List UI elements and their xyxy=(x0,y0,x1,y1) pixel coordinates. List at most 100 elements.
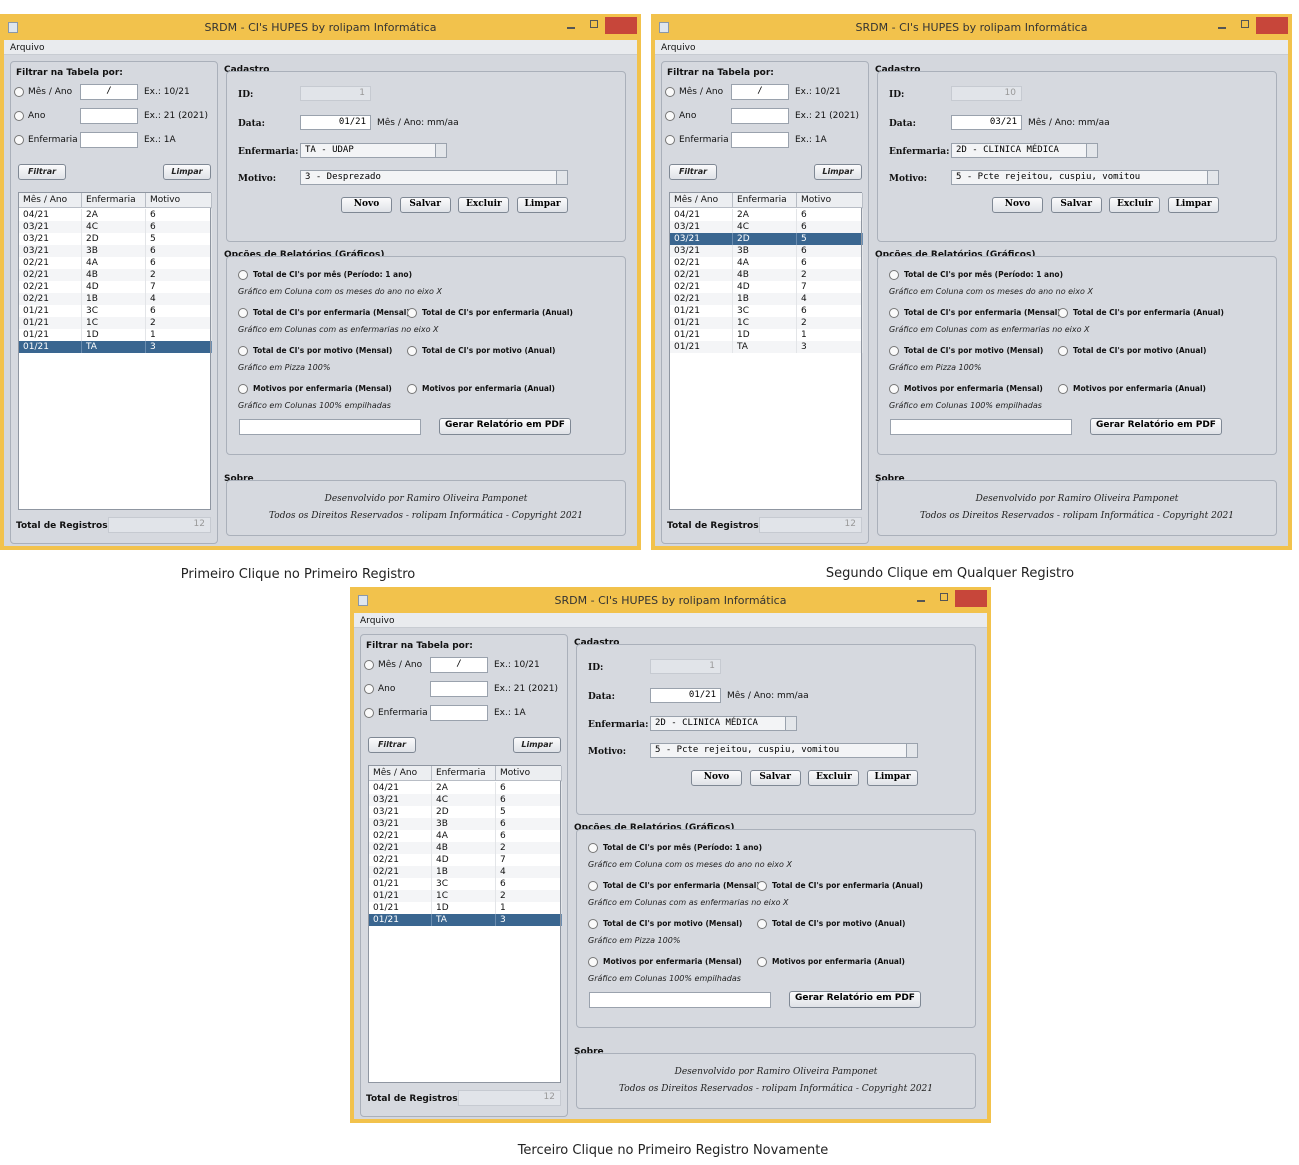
filter-radio[interactable] xyxy=(665,111,675,121)
table-cell[interactable]: 03/21 xyxy=(670,221,733,233)
table-cell[interactable]: 01/21 xyxy=(369,878,432,890)
filter-button[interactable]: Filtrar xyxy=(18,164,66,180)
table-cell[interactable]: 02/21 xyxy=(670,281,733,293)
table-row[interactable]: 02/21 4D 7 xyxy=(369,854,562,866)
enfermaria-combo[interactable]: 2D - CLINICA MÉDICA xyxy=(650,716,797,731)
table-cell[interactable]: 6 xyxy=(496,830,562,842)
table-cell[interactable]: 2A xyxy=(82,209,146,221)
action-button[interactable]: Salvar xyxy=(399,197,451,213)
table-row[interactable]: 01/21 1C 2 xyxy=(19,317,212,329)
table-cell[interactable]: 4D xyxy=(733,281,797,293)
report-option[interactable]: Total de CI's por mês (Período: 1 ano) xyxy=(904,270,1064,279)
filter-option[interactable]: Ano xyxy=(28,111,46,121)
filter-input[interactable]: / xyxy=(80,84,138,100)
table-row[interactable]: 02/21 4D 7 xyxy=(19,281,212,293)
filter-input[interactable]: / xyxy=(731,84,789,100)
table-cell[interactable]: 04/21 xyxy=(369,782,432,794)
table-row[interactable]: 03/21 2D 5 xyxy=(369,806,562,818)
motivo-combo[interactable]: 5 - Pcte rejeitou, cuspiu, vomitou xyxy=(951,170,1219,185)
table-cell[interactable]: 6 xyxy=(496,794,562,806)
table-cell[interactable]: 3 xyxy=(146,341,212,353)
table-cell[interactable]: 2D xyxy=(733,233,797,245)
minimize-button[interactable] xyxy=(567,19,575,29)
table-cell[interactable]: 1C xyxy=(82,317,146,329)
table-cell[interactable]: 3C xyxy=(82,305,146,317)
table-row[interactable]: 01/21 3C 6 xyxy=(19,305,212,317)
filter-button[interactable]: Filtrar xyxy=(368,737,416,753)
filter-radio[interactable] xyxy=(14,135,24,145)
report-radio[interactable] xyxy=(238,270,248,280)
report-radio[interactable] xyxy=(757,919,767,929)
table-cell[interactable]: 4B xyxy=(82,269,146,281)
menu-item[interactable]: Arquivo xyxy=(360,616,395,626)
report-option[interactable]: Motivos por enfermaria (Mensal) xyxy=(904,384,1043,393)
table-cell[interactable]: 1B xyxy=(432,866,496,878)
filter-option[interactable]: Mês / Ano xyxy=(679,87,724,97)
table-row[interactable]: 02/21 1B 4 xyxy=(19,293,212,305)
report-radio[interactable] xyxy=(407,384,417,394)
report-option[interactable]: Motivos por enfermaria (Anual) xyxy=(422,384,555,393)
table-cell[interactable]: 3C xyxy=(733,305,797,317)
clear-filter-button[interactable]: Limpar xyxy=(513,737,561,753)
table-cell[interactable]: 02/21 xyxy=(670,257,733,269)
motivo-combo[interactable]: 5 - Pcte rejeitou, cuspiu, vomitou xyxy=(650,743,918,758)
table-cell[interactable]: 4C xyxy=(82,221,146,233)
table-cell[interactable]: 6 xyxy=(146,209,212,221)
table-cell[interactable]: 02/21 xyxy=(19,293,82,305)
filter-button[interactable]: Filtrar xyxy=(669,164,717,180)
filter-option[interactable]: Enfermaria xyxy=(679,135,729,145)
report-option[interactable]: Total de CI's por motivo (Anual) xyxy=(1073,346,1207,355)
table-cell[interactable]: 6 xyxy=(496,878,562,890)
table-cell[interactable]: 04/21 xyxy=(670,209,733,221)
action-button[interactable]: Excluir xyxy=(1109,197,1161,213)
table-cell[interactable]: 3C xyxy=(432,878,496,890)
combo-arrow[interactable] xyxy=(1086,144,1097,157)
filter-radio[interactable] xyxy=(665,135,675,145)
table-cell[interactable]: 03/21 xyxy=(19,245,82,257)
filter-input[interactable] xyxy=(80,132,138,148)
menu-item[interactable]: Arquivo xyxy=(661,43,696,53)
table-cell[interactable]: 02/21 xyxy=(19,281,82,293)
enfermaria-combo[interactable]: 2D - CLINICA MÉDICA xyxy=(951,143,1098,158)
table-row[interactable]: 03/21 4C 6 xyxy=(19,221,212,233)
table-row[interactable]: 03/21 4C 6 xyxy=(670,221,863,233)
table-cell[interactable]: 02/21 xyxy=(19,257,82,269)
table-cell[interactable]: 02/21 xyxy=(369,866,432,878)
report-option[interactable]: Total de CI's por enfermaria (Mensal) xyxy=(253,308,410,317)
table-cell[interactable]: 6 xyxy=(797,245,863,257)
table-cell[interactable]: 03/21 xyxy=(369,794,432,806)
table-cell[interactable]: 6 xyxy=(146,245,212,257)
action-button[interactable]: Excluir xyxy=(808,770,860,786)
table-cell[interactable]: 1C xyxy=(432,890,496,902)
table-row[interactable]: 03/21 4C 6 xyxy=(369,794,562,806)
table-row[interactable]: 03/21 3B 6 xyxy=(369,818,562,830)
report-radio[interactable] xyxy=(889,308,899,318)
report-radio[interactable] xyxy=(889,346,899,356)
filter-input[interactable] xyxy=(430,705,488,721)
table-row[interactable]: 02/21 4A 6 xyxy=(369,830,562,842)
data-field[interactable]: 01/21 xyxy=(300,115,371,130)
motivo-combo[interactable]: 3 - Desprezado xyxy=(300,170,568,185)
filter-input[interactable] xyxy=(430,681,488,697)
table-cell[interactable]: 4D xyxy=(432,854,496,866)
table-row[interactable]: 02/21 4B 2 xyxy=(19,269,212,281)
filter-input[interactable] xyxy=(80,108,138,124)
table-row[interactable]: 02/21 1B 4 xyxy=(369,866,562,878)
table-row[interactable]: 02/21 4A 6 xyxy=(19,257,212,269)
table-cell[interactable]: 03/21 xyxy=(19,221,82,233)
pdf-path-field[interactable] xyxy=(589,992,771,1008)
table-row[interactable]: 04/21 2A 6 xyxy=(670,209,863,221)
table-cell[interactable]: 02/21 xyxy=(670,269,733,281)
table-cell[interactable]: 2A xyxy=(432,782,496,794)
table-cell[interactable]: 03/21 xyxy=(670,245,733,257)
table-row[interactable]: 01/21 3C 6 xyxy=(369,878,562,890)
table-cell[interactable]: 2 xyxy=(146,269,212,281)
table-row[interactable]: 01/21 3C 6 xyxy=(670,305,863,317)
data-field[interactable]: 01/21 xyxy=(650,688,721,703)
report-radio[interactable] xyxy=(238,384,248,394)
table-row[interactable]: 03/21 3B 6 xyxy=(670,245,863,257)
table-cell[interactable]: 02/21 xyxy=(369,854,432,866)
table-cell[interactable]: 1D xyxy=(82,329,146,341)
report-option[interactable]: Total de CI's por motivo (Mensal) xyxy=(904,346,1044,355)
table-cell[interactable]: TA xyxy=(82,341,146,353)
